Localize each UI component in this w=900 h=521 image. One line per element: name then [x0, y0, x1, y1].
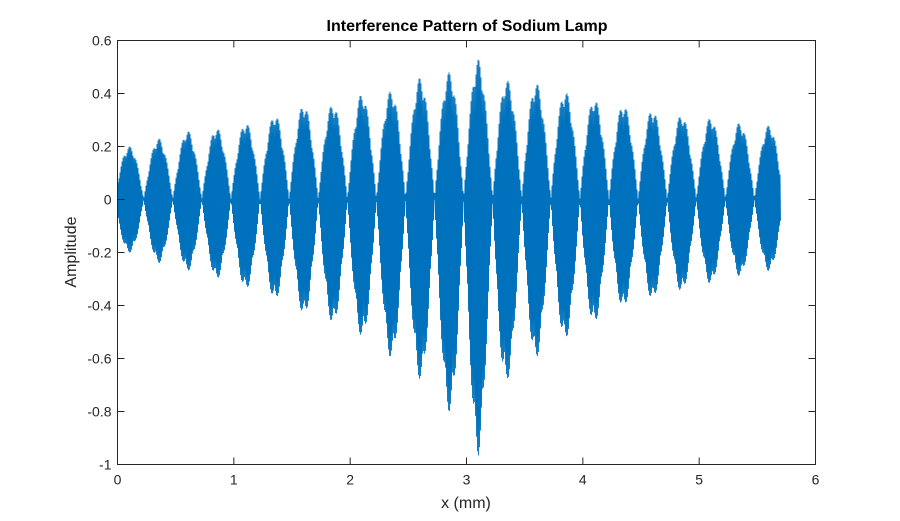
- x-tick-label: 1: [230, 472, 238, 488]
- y-axis: -1 -0.8 -0.6 -0.4 -0.2 0 0.2 0.4 0.6: [87, 33, 816, 473]
- x-axis-label: x (mm): [441, 495, 491, 512]
- series-line-1: [117, 59, 781, 456]
- x-tick-label: 5: [695, 472, 703, 488]
- x-axis: 0 1 2 3 4 5 6: [114, 40, 820, 488]
- chart-title: Interference Pattern of Sodium Lamp: [327, 18, 608, 35]
- y-tick-label: -0.6: [87, 351, 111, 367]
- x-tick-label: 6: [812, 472, 820, 488]
- y-tick-label: -1: [99, 457, 112, 473]
- y-axis-label: Amplitude: [63, 216, 80, 287]
- x-tick-label: 4: [579, 472, 587, 488]
- y-tick-label: 0.6: [92, 33, 112, 49]
- y-tick-label: -0.2: [87, 245, 111, 261]
- x-tick-label: 2: [346, 472, 354, 488]
- x-tick-label: 3: [463, 472, 471, 488]
- y-tick-label: -0.4: [87, 298, 111, 314]
- x-tick-label: 0: [114, 472, 122, 488]
- y-tick-label: -0.8: [87, 404, 111, 420]
- series-layer: [117, 59, 781, 456]
- y-tick-label: 0.4: [92, 86, 112, 102]
- y-tick-label: 0: [104, 192, 112, 208]
- y-tick-label: 0.2: [92, 139, 112, 155]
